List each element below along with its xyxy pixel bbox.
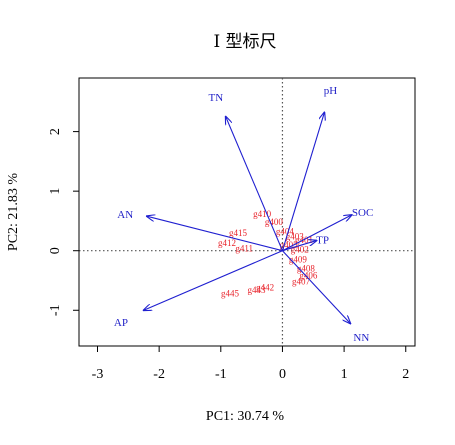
x-axis: -3 -2 -1 0 1 2	[92, 345, 409, 382]
vector-arrow	[144, 250, 283, 311]
observation-label: g404	[276, 227, 295, 237]
y-tick-label: 2	[48, 128, 63, 135]
y-tick-label: 0	[48, 247, 63, 254]
x-tick-label: 2	[402, 367, 409, 382]
y-tick-label: -1	[48, 304, 63, 316]
vector-arrow	[147, 216, 283, 252]
observation-label: g412	[218, 238, 236, 248]
vector-arrow	[282, 241, 316, 252]
observation-label: g407	[292, 277, 311, 287]
x-tick-label: -1	[215, 367, 227, 382]
observation-label: g443	[248, 285, 267, 295]
vector-label: TP	[316, 234, 329, 246]
observation-label: g411	[235, 243, 253, 253]
x-tick-label: 0	[279, 367, 286, 382]
observation-label: g442	[256, 283, 274, 293]
observation-label: g409	[289, 255, 308, 265]
vector-arrow	[226, 117, 283, 251]
observation-label: g415	[229, 228, 248, 238]
y-tick-label: 1	[48, 188, 63, 195]
observation-label: g400	[265, 217, 284, 227]
vector-arrow	[281, 113, 324, 251]
y-axis: -1 0 1 2	[48, 128, 80, 316]
x-axis-label: PC1: 30.74 %	[206, 409, 285, 424]
loading-vectors: TN pH AN SOC TP AP NN	[114, 85, 373, 344]
vector-label: NN	[353, 332, 369, 344]
x-tick-label: -2	[153, 367, 165, 382]
vector-label: TN	[209, 92, 224, 104]
vector-arrow	[282, 250, 350, 324]
observation-label: g406	[299, 271, 318, 281]
observation-label: g408	[297, 264, 316, 274]
vector-label: SOC	[352, 207, 373, 219]
vector-label: pH	[324, 85, 338, 97]
observation-label: g403	[286, 231, 305, 241]
vector-label: AN	[117, 209, 133, 221]
vector-arrow	[282, 215, 351, 252]
observation-label: g410	[253, 209, 272, 219]
vector-label: AP	[114, 317, 128, 329]
y-axis-label: PC2: 21.83 %	[6, 173, 21, 252]
x-tick-label: 1	[341, 367, 348, 382]
chart-title: I 型标尺	[213, 32, 276, 52]
observation-label: g405	[280, 240, 299, 250]
observation-label: g402	[291, 245, 309, 255]
x-tick-label: -3	[92, 367, 104, 382]
reference-lines	[79, 78, 415, 346]
observation-label: g445	[221, 289, 240, 299]
observation-labels: g410g400g415g412g411g404g403g401g405g402…	[218, 209, 318, 299]
